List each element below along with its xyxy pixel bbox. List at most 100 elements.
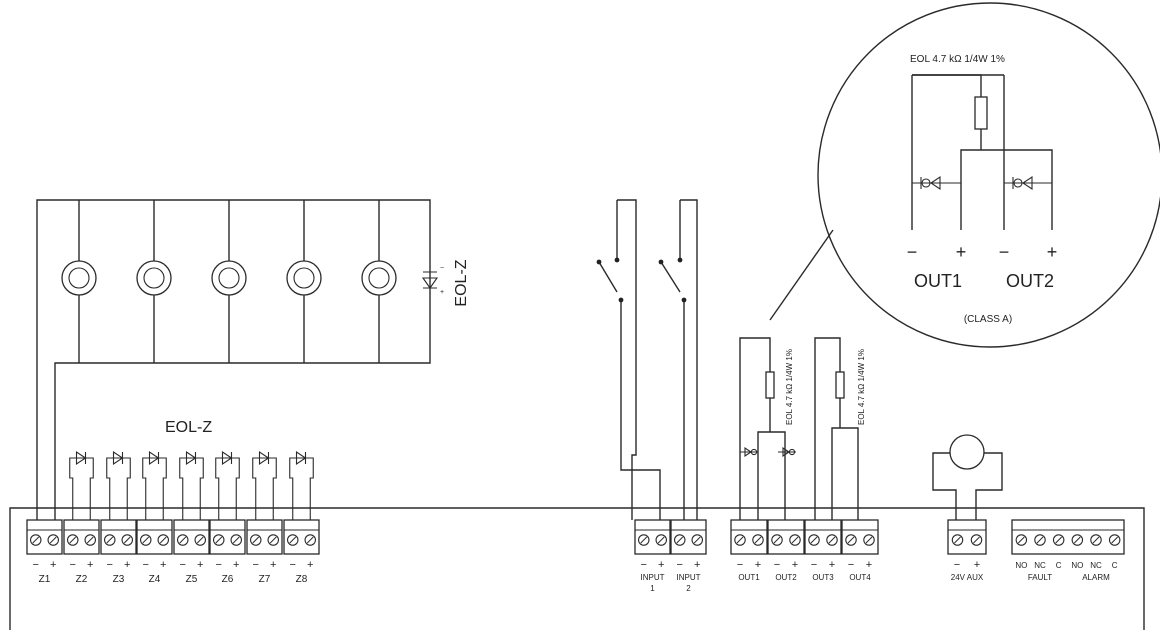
terminal-screw[interactable] <box>250 534 262 546</box>
terminal-screw[interactable] <box>637 534 650 546</box>
terminal-screw[interactable] <box>213 534 225 546</box>
class-a-label: (CLASS A) <box>964 314 1012 325</box>
relay-contact-label: NC <box>1034 561 1046 570</box>
zone-label: Z8 <box>296 574 308 585</box>
diode-icon <box>1004 175 1052 191</box>
output-label: OUT3 <box>812 573 834 582</box>
smoke-detector <box>136 260 172 296</box>
diode-icon <box>778 446 796 458</box>
terminal-screw[interactable] <box>140 534 152 546</box>
zone-label: Z2 <box>76 574 88 585</box>
terminal-screw[interactable] <box>970 534 983 546</box>
terminal-minus: − <box>143 559 149 571</box>
terminal-minus: − <box>848 559 854 571</box>
control-panel-outline <box>9 507 1145 630</box>
inset-minus: − <box>999 242 1010 262</box>
terminal-screw[interactable] <box>691 534 703 546</box>
eol-diode-icon <box>215 450 240 520</box>
terminal-screw[interactable] <box>104 534 116 546</box>
terminal-screw[interactable] <box>655 534 667 546</box>
relay-group-label: ALARM <box>1082 573 1110 582</box>
terminal-plus: + <box>124 559 130 571</box>
terminal-minus: − <box>290 559 296 571</box>
terminal-screw[interactable] <box>863 534 875 546</box>
terminal-screw[interactable] <box>157 534 170 546</box>
terminal-screw[interactable] <box>789 534 801 546</box>
terminal-screw[interactable] <box>177 534 189 546</box>
zone-terminal <box>63 519 100 555</box>
terminal-screw[interactable] <box>304 534 316 546</box>
terminal-screw[interactable] <box>771 534 783 546</box>
terminal-screw[interactable] <box>286 534 299 546</box>
output-label: OUT1 <box>738 573 760 582</box>
zone-terminal <box>246 519 283 555</box>
relay-contact-label: C <box>1056 561 1062 570</box>
relay-group-label: FAULT <box>1028 573 1052 582</box>
zone-label: Z3 <box>113 574 125 585</box>
zone-terminal <box>136 519 173 555</box>
inset-out1-label: OUT1 <box>914 271 962 291</box>
relay-terminal <box>1011 519 1125 555</box>
relay-contact-label: NO <box>1071 561 1083 570</box>
eol-diode-icon: − + <box>421 265 444 296</box>
terminal-minus: − <box>774 559 780 571</box>
terminal-screw[interactable] <box>84 534 97 546</box>
smoke-detector <box>286 260 322 296</box>
terminal-screw[interactable] <box>1090 534 1102 546</box>
terminal-plus: + <box>307 559 313 571</box>
eol-diode-icon <box>106 450 131 520</box>
terminal-screw[interactable] <box>808 534 820 546</box>
terminal-screw[interactable] <box>67 534 79 546</box>
zone-terminal <box>173 519 210 555</box>
terminal-screw[interactable] <box>230 534 243 546</box>
terminal-screw[interactable] <box>752 534 764 546</box>
terminal-screw[interactable] <box>267 534 279 546</box>
eol-diode-icon <box>142 450 167 520</box>
input-switches <box>596 199 698 520</box>
terminal-screw[interactable] <box>826 534 838 546</box>
terminal-plus: + <box>866 559 872 571</box>
terminal-screw[interactable] <box>845 534 857 546</box>
diode-icon <box>740 446 758 458</box>
terminal-screw[interactable] <box>194 534 207 546</box>
eol-out-label: EOL 4.7 kΩ 1/4W 1% <box>785 349 794 425</box>
terminal-screw[interactable] <box>47 534 59 546</box>
eol-out-label: EOL 4.7 kΩ 1/4W 1% <box>857 349 866 425</box>
eol-diode-icon <box>179 450 204 520</box>
zone-terminal <box>100 519 137 555</box>
eol-z-label: EOL-Z <box>165 419 212 436</box>
smoke-detector <box>211 260 247 296</box>
terminal-screw[interactable] <box>29 534 42 546</box>
terminal-plus: + <box>50 559 56 571</box>
output-terminal <box>804 519 842 555</box>
terminal-screw[interactable] <box>1052 534 1065 546</box>
inset-plus: + <box>956 242 967 262</box>
detector-loop: − + EOL-Z <box>36 199 470 520</box>
terminal-screw[interactable] <box>951 534 964 546</box>
terminal-plus: + <box>160 559 166 571</box>
terminal-minus: − <box>253 559 259 571</box>
terminal-screw[interactable] <box>1108 534 1121 546</box>
terminal-plus: + <box>658 559 664 571</box>
aux-terminal-block: − +24V AUX <box>947 519 987 582</box>
terminal-screw[interactable] <box>1034 534 1046 546</box>
zone-terminal <box>283 519 320 555</box>
class-a-inset: EOL 4.7 kΩ 1/4W 1% − + − + OUT1 OUT2 (CL… <box>769 2 1160 348</box>
inset-plus: + <box>1047 242 1058 262</box>
svg-text:+: + <box>440 289 444 296</box>
output-terminal <box>767 519 805 555</box>
terminal-screw[interactable] <box>734 534 746 546</box>
input-terminal <box>670 519 707 555</box>
input-label: 2 <box>686 584 691 593</box>
relay-contact-label: NC <box>1090 561 1102 570</box>
output-wiring: EOL 4.7 kΩ 1/4W 1% EOL 4.7 kΩ 1/4W 1% <box>739 337 866 520</box>
terminal-screw[interactable] <box>1015 534 1028 546</box>
terminal-screw[interactable] <box>121 534 134 546</box>
output-label: OUT4 <box>849 573 871 582</box>
terminal-plus: + <box>829 559 835 571</box>
terminal-plus: + <box>694 559 700 571</box>
terminal-screw[interactable] <box>673 534 686 546</box>
terminal-screw[interactable] <box>1071 534 1084 546</box>
zone-terminal <box>26 519 63 555</box>
